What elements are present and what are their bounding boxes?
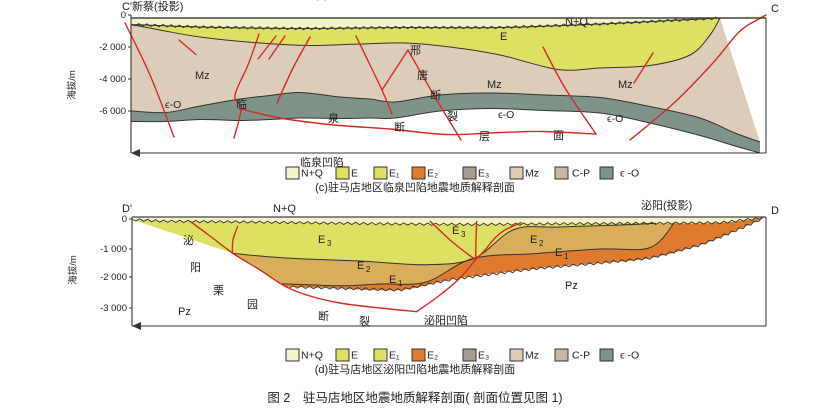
svg-text:E: E <box>452 225 459 237</box>
svg-text:Mz: Mz <box>487 79 502 91</box>
svg-text:E: E <box>530 234 537 246</box>
svg-text:3: 3 <box>327 239 332 248</box>
svg-text:C'新蔡(投影): C'新蔡(投影) <box>122 0 183 13</box>
svg-text:2: 2 <box>539 239 544 248</box>
svg-text:-2 000: -2 000 <box>99 42 126 53</box>
svg-text:Mz: Mz <box>525 350 539 362</box>
svg-text:E₂: E₂ <box>427 168 438 180</box>
svg-text:泌: 泌 <box>183 234 194 247</box>
svg-text:Mz: Mz <box>525 168 539 180</box>
svg-text:E₃: E₃ <box>478 168 489 180</box>
svg-text:C-P: C-P <box>572 350 590 362</box>
svg-text:泌阳凹陷: 泌阳凹陷 <box>424 313 468 327</box>
svg-text:E: E <box>555 247 562 259</box>
svg-text:海拔/m: 海拔/m <box>67 255 79 285</box>
svg-text:图 2 驻马店地区地震地质解释剖面( 剖面位置见图 1): 图 2 驻马店地区地震地质解释剖面( 剖面位置见图 1) <box>267 390 562 405</box>
svg-text:1: 1 <box>564 252 569 261</box>
svg-text:临: 临 <box>236 97 247 111</box>
svg-text:1: 1 <box>398 279 403 288</box>
svg-text:断: 断 <box>430 88 441 102</box>
svg-text:唐: 唐 <box>417 68 428 82</box>
svg-text:-3 000: -3 000 <box>100 303 127 314</box>
svg-text:C-P: C-P <box>572 168 590 180</box>
svg-text:阳: 阳 <box>190 261 201 274</box>
svg-text:邢: 邢 <box>410 44 421 57</box>
svg-text:0: 0 <box>122 214 127 225</box>
svg-text:层: 层 <box>479 130 490 143</box>
svg-text:E: E <box>500 31 507 43</box>
svg-text:E₁: E₁ <box>389 350 400 362</box>
svg-text:0: 0 <box>121 10 126 21</box>
svg-text:N+Q: N+Q <box>301 350 323 362</box>
svg-text:N+Q: N+Q <box>301 168 323 180</box>
svg-text:Pz: Pz <box>565 280 578 292</box>
svg-text:ϵ-O: ϵ-O <box>165 99 181 111</box>
svg-text:-2 000: -2 000 <box>100 272 127 283</box>
svg-text:E₂: E₂ <box>427 350 438 362</box>
svg-text:栗: 栗 <box>213 285 224 297</box>
svg-text:Mz: Mz <box>195 70 210 82</box>
svg-text:(d)驻马店地区泌阳凹陷地震地质解释剖面: (d)驻马店地区泌阳凹陷地震地质解释剖面 <box>315 362 515 376</box>
svg-text:E: E <box>351 350 358 362</box>
svg-text:泉: 泉 <box>328 111 339 125</box>
svg-text:E: E <box>318 234 325 246</box>
svg-text:ϵ-O: ϵ-O <box>607 113 623 125</box>
svg-text:(c)驻马店地区临泉凹陷地震地质解释剖面: (c)驻马店地区临泉凹陷地震地质解释剖面 <box>315 180 515 194</box>
svg-text:E₃: E₃ <box>478 350 489 362</box>
svg-text:3: 3 <box>461 230 466 239</box>
svg-text:E: E <box>389 274 396 286</box>
svg-text:ϵ-O: ϵ-O <box>498 109 514 121</box>
svg-text:D: D <box>771 205 779 217</box>
svg-text:E₁: E₁ <box>389 168 400 180</box>
svg-text:ϵ -O: ϵ -O <box>620 350 639 362</box>
svg-text:Mz: Mz <box>618 79 633 91</box>
svg-text:Pz: Pz <box>178 306 191 318</box>
svg-text:C: C <box>771 3 779 15</box>
svg-text:N+Q: N+Q <box>273 203 296 215</box>
svg-text:E: E <box>357 260 364 272</box>
svg-text:泌阳(投影): 泌阳(投影) <box>641 198 692 212</box>
svg-text:断: 断 <box>318 309 329 323</box>
svg-text:(b)驻马店地区上蔡凹陷地震地质解释剖面: (b)驻马店地区上蔡凹陷地震地质解释剖面 <box>315 0 515 1</box>
svg-text:2: 2 <box>366 265 371 274</box>
svg-text:E: E <box>351 168 358 180</box>
svg-text:-6 000: -6 000 <box>99 106 126 117</box>
svg-text:断: 断 <box>394 120 405 134</box>
svg-text:-1 000: -1 000 <box>100 244 127 255</box>
svg-text:面: 面 <box>553 130 564 142</box>
svg-text:-4 000: -4 000 <box>99 74 126 85</box>
svg-text:海拔/m: 海拔/m <box>66 70 78 100</box>
svg-text:裂: 裂 <box>447 110 458 123</box>
svg-text:ϵ -O: ϵ -O <box>620 168 639 180</box>
svg-text:园: 园 <box>247 298 258 311</box>
